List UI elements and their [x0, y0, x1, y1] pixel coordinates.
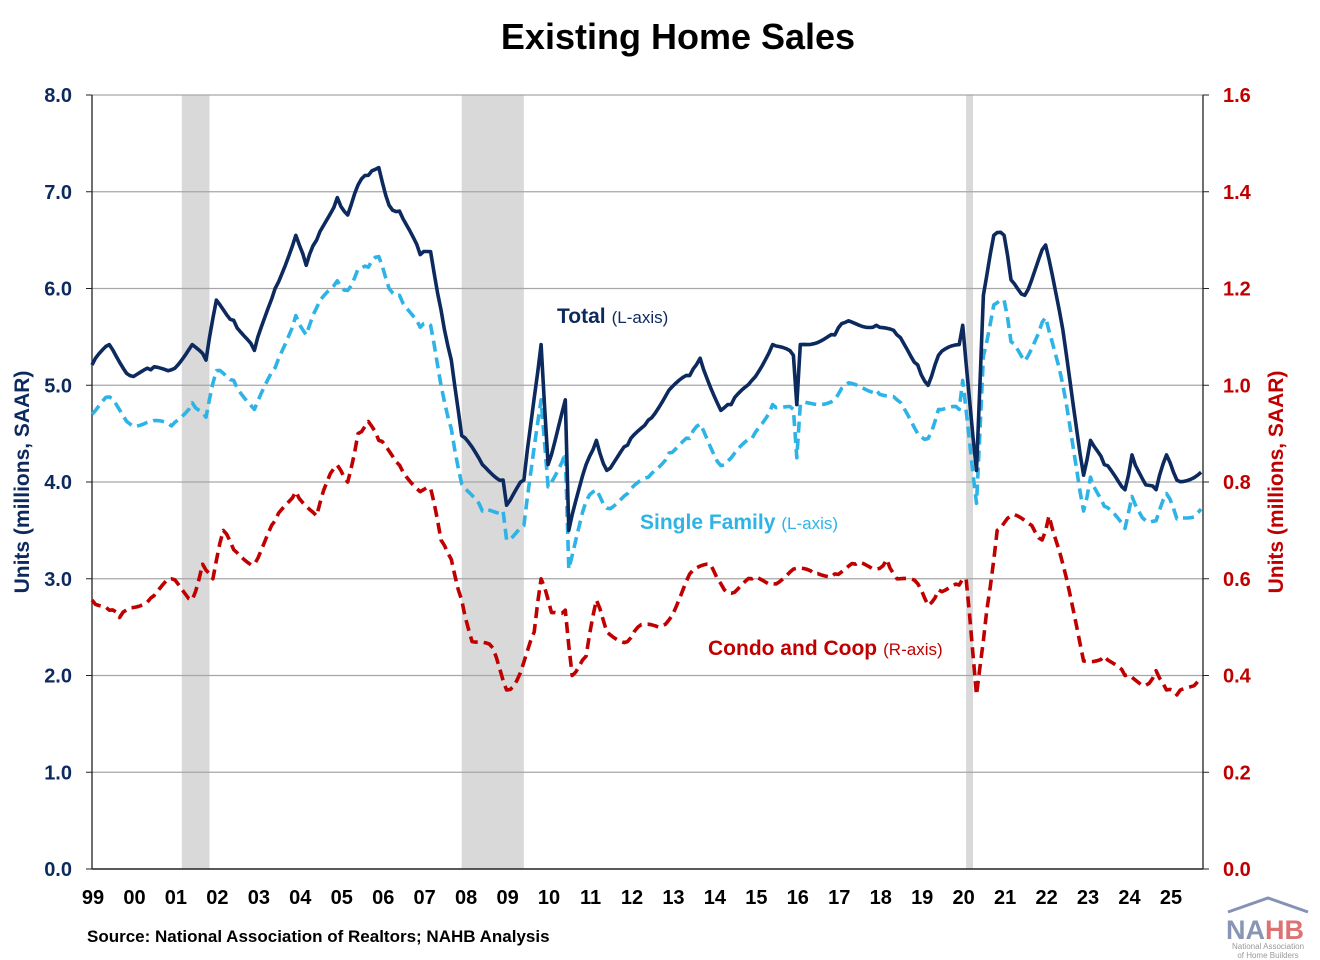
gridlines	[91, 94, 1204, 870]
annotation-sf-axis: (L-axis)	[781, 514, 838, 533]
right-tick-label: 0.6	[1223, 569, 1251, 591]
annotation-total-name: Total	[557, 305, 606, 328]
right-tick-label: 1.2	[1223, 279, 1251, 301]
source-note: Source: National Association of Realtors…	[87, 927, 550, 946]
x-tick-label: 03	[248, 887, 270, 909]
x-tick-label: 09	[496, 887, 518, 909]
left-tick-label: 5.0	[44, 375, 72, 397]
x-tick-label: 16	[787, 887, 809, 909]
logo-subtitle-1: National Association	[1232, 942, 1304, 951]
x-tick-label: 14	[704, 887, 727, 909]
left-axis-label: Units (millions, SAAR)	[11, 371, 34, 594]
right-axis-ticks: 0.0 0.2 0.4 0.6 0.8 1.0 1.2 1.4 1.6	[1203, 85, 1252, 881]
x-tick-label: 21	[994, 887, 1016, 909]
annotation-sf-name: Single Family	[640, 511, 776, 534]
x-tick-label: 22	[1035, 887, 1057, 909]
series-lines	[90, 165, 1203, 697]
right-tick-label: 0.4	[1223, 666, 1252, 688]
x-tick-label: 05	[331, 887, 353, 909]
left-axis-ticks: 0.0 1.0 2.0 3.0 4.0 5.0 6.0 7.0 8.0	[44, 85, 92, 881]
logo-subtitle-2: of Home Builders	[1237, 951, 1298, 960]
right-tick-label: 0.0	[1223, 859, 1251, 881]
x-tick-label: 00	[123, 887, 145, 909]
x-tick-label: 18	[870, 887, 892, 909]
x-tick-label: 20	[953, 887, 975, 909]
left-tick-label: 2.0	[44, 666, 72, 688]
nahb-logo: NAHB National Association of Home Builde…	[1226, 896, 1309, 960]
left-tick-label: 1.0	[44, 762, 72, 784]
x-tick-label: 04	[289, 887, 312, 909]
x-tick-label: 11	[580, 887, 601, 909]
x-tick-label: 08	[455, 887, 477, 909]
annotation-condo: Condo and Coop (R-axis)	[708, 637, 943, 660]
x-tick-label: 13	[662, 887, 684, 909]
x-tick-label: 10	[538, 887, 560, 909]
right-axis-label: Units (millions, SAAR)	[1265, 371, 1288, 594]
left-tick-label: 3.0	[44, 569, 72, 591]
x-tick-label: 19	[911, 887, 933, 909]
right-tick-label: 1.6	[1223, 85, 1251, 107]
left-tick-label: 7.0	[44, 182, 72, 204]
left-tick-label: 0.0	[44, 859, 72, 881]
condo-coop-series-line	[90, 419, 1199, 697]
left-tick-label: 8.0	[44, 85, 72, 107]
x-tick-label: 01	[165, 887, 187, 909]
x-tick-label: 02	[206, 887, 228, 909]
x-tick-label: 17	[828, 887, 850, 909]
right-tick-label: 1.0	[1223, 375, 1251, 397]
annotation-single-family: Single Family (L-axis)	[640, 511, 838, 534]
single-family-series-line	[90, 254, 1203, 571]
left-tick-label: 4.0	[44, 472, 72, 494]
x-tick-label: 25	[1160, 887, 1182, 909]
x-tick-label: 99	[82, 887, 104, 909]
x-tick-label: 06	[372, 887, 394, 909]
x-tick-label: 07	[414, 887, 436, 909]
x-tick-label: 24	[1118, 887, 1141, 909]
right-tick-label: 0.8	[1223, 472, 1251, 494]
chart-title: Existing Home Sales	[501, 16, 855, 57]
x-axis-ticks: 99 00 01 02 03 04 05 06 07 08 09 10 11 12 13 14 15 16 17 18…	[82, 887, 1182, 909]
annotation-total: Total (L-axis)	[557, 305, 668, 328]
annotation-condo-name: Condo and Coop	[708, 637, 877, 660]
left-tick-label: 6.0	[44, 279, 72, 301]
annotation-total-axis: (L-axis)	[612, 308, 669, 327]
x-tick-label: 15	[745, 887, 767, 909]
right-tick-label: 0.2	[1223, 762, 1251, 784]
right-tick-label: 1.4	[1223, 182, 1252, 204]
total-series-line	[90, 165, 1203, 533]
logo-text: NAHB	[1226, 915, 1304, 945]
logo-roof-icon	[1227, 896, 1309, 914]
annotation-condo-axis: (R-axis)	[883, 640, 943, 659]
x-tick-label: 12	[621, 887, 643, 909]
x-tick-label: 23	[1077, 887, 1099, 909]
